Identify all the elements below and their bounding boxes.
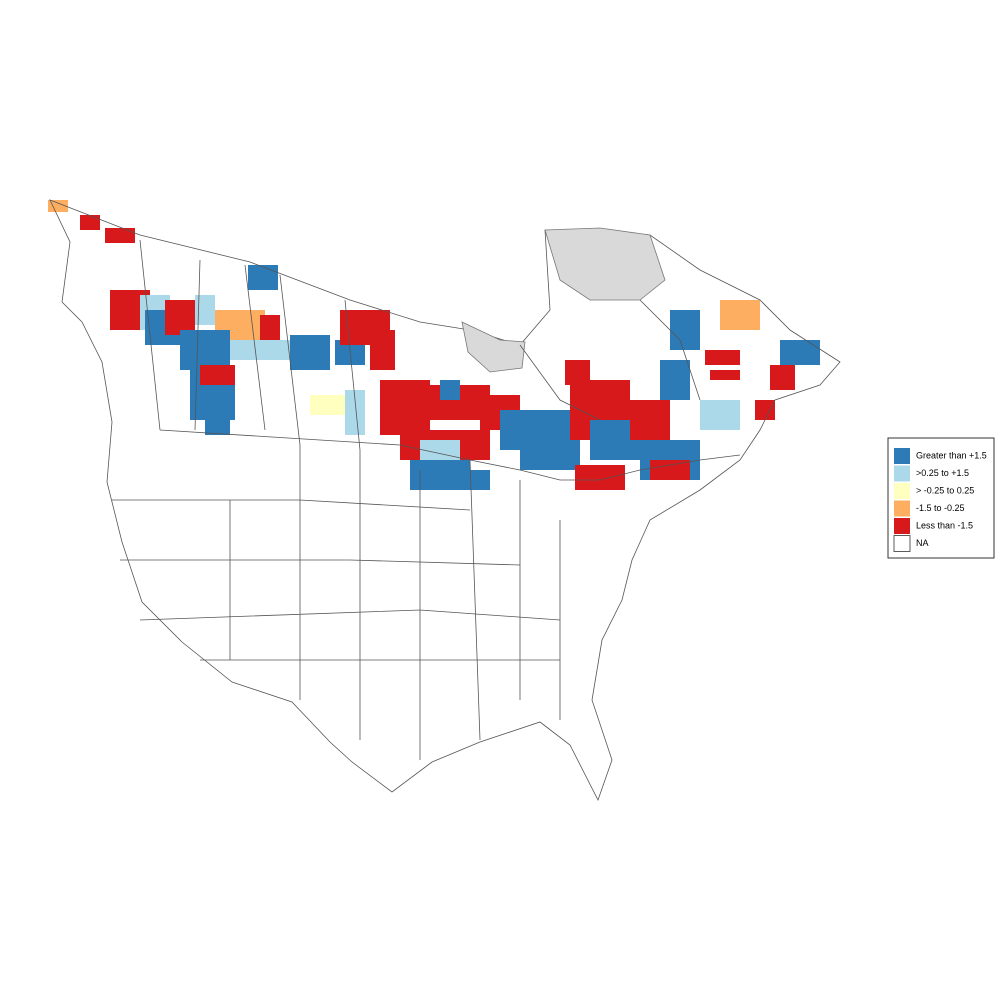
legend-swatch xyxy=(894,465,910,482)
legend-swatch xyxy=(894,518,910,534)
range-cell xyxy=(260,315,280,340)
range-cell xyxy=(420,440,460,460)
range-cell xyxy=(755,400,775,420)
legend-label: > -0.25 to 0.25 xyxy=(916,485,974,495)
range-cell xyxy=(720,300,760,330)
range-cell xyxy=(230,340,290,360)
range-cell xyxy=(650,460,690,480)
legend-label: -1.5 to -0.25 xyxy=(916,503,965,513)
range-cell xyxy=(195,295,215,325)
legend-label: NA xyxy=(916,538,929,548)
range-cell xyxy=(440,380,460,400)
range-cell xyxy=(575,465,625,490)
range-cell xyxy=(520,440,580,470)
legend-swatch xyxy=(894,483,910,499)
legend: Greater than +1.5 >0.25 to +1.5 > -0.25 to… xyxy=(887,437,995,559)
range-cell xyxy=(630,400,670,440)
range-cell xyxy=(180,330,230,370)
range-cell xyxy=(290,335,330,370)
range-cell xyxy=(310,395,350,415)
na-region xyxy=(544,227,666,301)
boundaries xyxy=(112,239,741,760)
range-cell xyxy=(165,300,195,335)
range-cell xyxy=(710,370,740,380)
legend-label: Greater than +1.5 xyxy=(916,450,987,460)
range-cells xyxy=(48,200,820,490)
range-cell xyxy=(660,360,690,400)
range-cell xyxy=(380,380,430,435)
legend-items: Greater than +1.5 >0.25 to +1.5 > -0.25 to… xyxy=(893,448,987,552)
range-cell xyxy=(705,350,740,365)
range-cell xyxy=(370,330,395,370)
range-cell xyxy=(200,365,235,385)
na-region xyxy=(461,321,526,373)
range-cell xyxy=(670,310,700,350)
range-cell xyxy=(770,365,795,390)
legend-label: >0.25 to +1.5 xyxy=(916,468,969,478)
range-cell xyxy=(780,340,820,365)
range-cell xyxy=(80,215,100,230)
range-cell xyxy=(105,228,135,243)
range-cell xyxy=(565,360,590,385)
range-cell xyxy=(345,390,365,435)
range-cell xyxy=(48,200,68,212)
range-cell xyxy=(460,470,490,490)
legend-swatch xyxy=(894,448,910,464)
range-cell xyxy=(248,265,278,290)
range-cell xyxy=(700,400,740,430)
continent-outline xyxy=(49,199,841,802)
legend-swatch xyxy=(893,535,911,552)
legend-swatch xyxy=(894,500,910,517)
legend-label: Less than -1.5 xyxy=(916,520,973,530)
range-cell xyxy=(205,410,230,435)
